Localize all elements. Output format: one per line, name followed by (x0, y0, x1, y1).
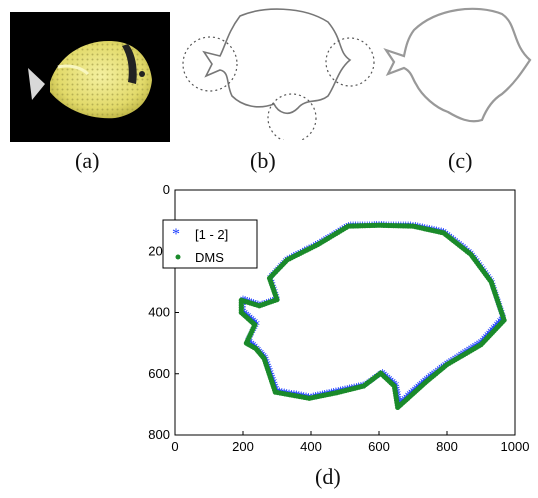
x-tick-label: 0 (171, 439, 178, 454)
caption-a: (a) (75, 148, 100, 173)
caption-b: (b) (250, 148, 276, 173)
fish-outline-sketch-c (382, 0, 538, 140)
series-point-asterisk: * (373, 372, 380, 387)
y-tick-label: 800 (148, 427, 170, 442)
highlight-circle-right (325, 37, 375, 87)
legend-label-1-2: [1 - 2] (195, 227, 228, 242)
series-point-asterisk: * (372, 373, 379, 388)
legend-entry-dms: DMS (175, 250, 224, 265)
highlight-circle-left (182, 36, 238, 92)
x-tick-label: 600 (368, 439, 390, 454)
x-tick-label: 1000 (501, 439, 530, 454)
series-layer: ****************************************… (238, 220, 507, 413)
legend: * [1 - 2] DMS (162, 219, 258, 269)
series-1 (238, 222, 507, 411)
legend-box (162, 219, 258, 269)
y-tick-label: 0 (163, 182, 170, 197)
fish-outline-c (383, 7, 532, 123)
x-tick-label: 400 (300, 439, 322, 454)
legend-asterisk-icon: * (172, 226, 180, 243)
fish-photo-image (10, 12, 170, 142)
y-tick-label: 600 (148, 366, 170, 381)
legend-dot-icon (175, 254, 181, 260)
x-tick-label: 800 (436, 439, 458, 454)
fish-outline-sketch-b (178, 0, 378, 143)
y-tick-label: 400 (148, 305, 170, 320)
fish-photo (10, 12, 170, 142)
series-point-asterisk: * (370, 375, 377, 390)
legend-entry-1-2: * [1 - 2] (172, 226, 228, 243)
caption-c: (c) (448, 148, 473, 173)
series-point-dot (343, 224, 349, 230)
fish-outline-b (182, 8, 375, 143)
highlight-circle-bottom (267, 93, 317, 143)
legend-label-dms: DMS (195, 250, 224, 265)
caption-d: (d) (315, 464, 341, 489)
series-point-asterisk: * (375, 370, 382, 385)
x-tick-label: 200 (232, 439, 254, 454)
